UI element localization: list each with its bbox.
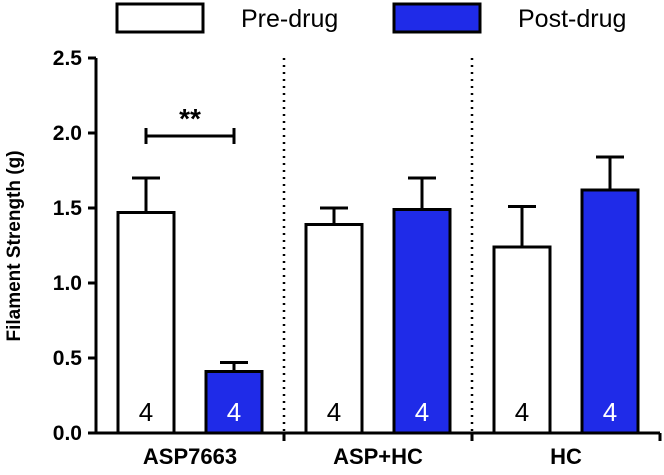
n-label: 4 [139, 397, 153, 427]
y-tick-label: 0.0 [53, 422, 82, 445]
n-label: 4 [415, 397, 429, 427]
y-tick-label: 2.5 [53, 47, 83, 70]
bar-post-asp-hc [392, 208, 452, 435]
y-axis-label: Filament Strength (g) [4, 150, 25, 341]
y-tick-label: 0.5 [53, 347, 83, 370]
legend-label-post: Post-drug [518, 5, 626, 33]
y-tick-label: 1.0 [53, 272, 82, 295]
significance-label: ** [179, 103, 201, 134]
n-label: 4 [603, 397, 617, 427]
annotations: ** [144, 103, 236, 144]
n-label: 4 [227, 397, 241, 427]
n-label: 4 [515, 397, 529, 427]
bar-pre-hc [492, 245, 552, 435]
y-tick-label: 1.5 [53, 197, 83, 220]
x-tick-label: ASP+HC [333, 444, 423, 469]
bar-pre-asp7663 [116, 211, 176, 435]
legend-swatch-post [392, 2, 482, 34]
legend-swatch-pre [115, 2, 205, 34]
legend-label-pre: Pre-drug [241, 5, 338, 33]
y-tick-label: 2.0 [53, 122, 82, 145]
bars: 4 4 4 4 4 4 [116, 155, 640, 435]
x-tick-label: ASP7663 [143, 444, 237, 469]
x-tick-label: HC [550, 444, 582, 469]
legend: Pre-drug Post-drug [115, 2, 626, 34]
bar-pre-asp-hc [304, 223, 364, 435]
n-label: 4 [327, 397, 341, 427]
axes: ASP7663 ASP+HC HC 0.0 0.5 1.0 1.5 2.0 2.5 [53, 47, 662, 469]
